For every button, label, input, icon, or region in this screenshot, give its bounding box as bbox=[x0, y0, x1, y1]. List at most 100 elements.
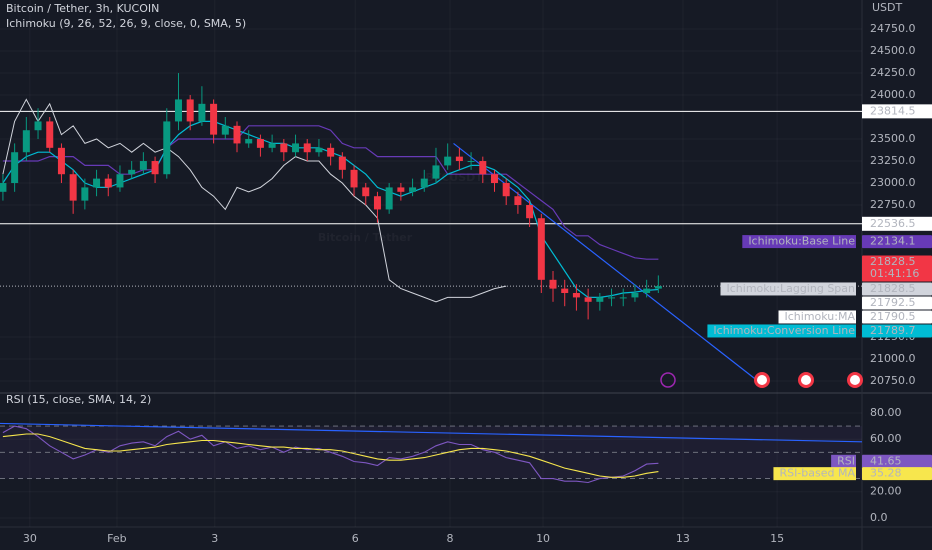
candle-body bbox=[350, 169, 358, 188]
candle-body bbox=[280, 143, 288, 153]
candle-body bbox=[455, 156, 463, 162]
candle-body bbox=[198, 103, 206, 122]
y-tick-label: 23250.0 bbox=[870, 154, 916, 167]
indicator-title: Ichimoku (9, 26, 52, 26, 9, close, 0, SM… bbox=[6, 17, 246, 30]
candle-body bbox=[373, 196, 381, 210]
price-tag bbox=[862, 296, 932, 310]
candle-body bbox=[584, 297, 592, 302]
candle-body bbox=[139, 161, 147, 170]
candle-body bbox=[46, 121, 54, 148]
candle-body bbox=[467, 161, 475, 163]
candle-body bbox=[643, 288, 651, 294]
y-tick-label: 20.00 bbox=[870, 485, 902, 498]
candle-body bbox=[104, 178, 112, 188]
y-tick-label: 20750.0 bbox=[870, 374, 916, 387]
candle-body bbox=[151, 161, 159, 175]
indicator-line bbox=[2, 125, 659, 260]
series-tag-name: RSI bbox=[837, 454, 855, 467]
candle-body bbox=[268, 143, 276, 148]
candle-body bbox=[174, 99, 182, 122]
candle-body bbox=[420, 178, 428, 188]
candle-body bbox=[93, 178, 101, 188]
y-tick-label: 24250.0 bbox=[870, 66, 916, 79]
y-tick-label: 24750.0 bbox=[870, 22, 916, 35]
trend-line bbox=[0, 422, 863, 443]
price-tag bbox=[862, 467, 932, 481]
candle-body bbox=[327, 147, 335, 157]
candle-body bbox=[608, 297, 616, 299]
y-tick-label: 23500.0 bbox=[870, 132, 916, 145]
x-tick-label: 6 bbox=[352, 532, 359, 545]
y-tick-label: 23000.0 bbox=[870, 176, 916, 189]
price-tag-value: 21828.5 bbox=[870, 255, 916, 268]
candle-body bbox=[549, 279, 557, 289]
candle-body bbox=[397, 187, 405, 192]
price-tag bbox=[862, 324, 932, 338]
countdown: 01:41:16 bbox=[870, 267, 919, 280]
price-tag bbox=[862, 454, 932, 468]
series-tag bbox=[742, 235, 856, 249]
candle-body bbox=[631, 293, 639, 298]
candle-body bbox=[654, 286, 662, 289]
candle-body bbox=[245, 139, 253, 144]
price-tag bbox=[862, 310, 932, 324]
price-tag bbox=[862, 282, 932, 296]
x-tick-label: 15 bbox=[770, 532, 784, 545]
candle-body bbox=[81, 187, 89, 201]
candle-body bbox=[514, 196, 522, 206]
watermark-description: Bitcoin / Tether bbox=[318, 231, 413, 244]
series-tag bbox=[778, 310, 856, 324]
candle-body bbox=[561, 288, 569, 294]
y-tick-label: 0.0 bbox=[870, 511, 888, 524]
x-tick-label: 30 bbox=[23, 532, 37, 545]
x-tick-label: 10 bbox=[536, 532, 550, 545]
rsi-line bbox=[2, 425, 659, 484]
candle-body bbox=[233, 125, 241, 144]
candle-body bbox=[303, 143, 311, 153]
candle-body bbox=[572, 293, 580, 298]
candle-body bbox=[526, 205, 534, 219]
price-tag-value: 21789.7 bbox=[870, 324, 916, 337]
candle-body bbox=[479, 161, 487, 175]
candle-body bbox=[116, 174, 124, 188]
y-tick-label: 24000.0 bbox=[870, 88, 916, 101]
candle-body bbox=[502, 183, 510, 197]
candle-body bbox=[432, 165, 440, 179]
series-tag-name: Ichimoku:MA bbox=[785, 310, 856, 323]
candle-body bbox=[69, 174, 77, 201]
series-tag-name: Ichimoku:Lagging Span bbox=[727, 282, 856, 295]
candle-body bbox=[444, 156, 452, 166]
y-tick-label: 24500.0 bbox=[870, 44, 916, 57]
series-tag-name: Ichimoku:Conversion Line bbox=[713, 324, 855, 337]
candle-body bbox=[57, 147, 65, 175]
rsi-title: RSI (15, close, SMA, 14, 2) bbox=[6, 393, 151, 406]
currency: USDT bbox=[872, 1, 903, 14]
candle-body bbox=[619, 297, 627, 299]
price-tag-value: 21790.5 bbox=[870, 310, 916, 323]
chart-title: Bitcoin / Tether, 3h, KUCOIN bbox=[6, 2, 159, 15]
candle-body bbox=[163, 121, 171, 175]
candle-body bbox=[0, 183, 7, 192]
price-tag-value: 21792.5 bbox=[870, 296, 916, 309]
candle-body bbox=[128, 169, 136, 175]
candle-body bbox=[221, 125, 229, 135]
rsi-line bbox=[2, 433, 659, 478]
candle-body bbox=[315, 147, 323, 153]
y-tick-label: 60.00 bbox=[870, 432, 902, 445]
candle-body bbox=[362, 187, 370, 197]
candle-body bbox=[537, 218, 545, 280]
series-tag bbox=[720, 282, 856, 296]
candle-body bbox=[409, 187, 417, 192]
candle-body bbox=[256, 139, 264, 148]
price-tag-label: 23814.5 bbox=[870, 104, 916, 117]
candle-body bbox=[186, 99, 194, 122]
series-tag-name: Ichimoku:Base Line bbox=[748, 235, 855, 248]
y-tick-label: 22750.0 bbox=[870, 198, 916, 211]
price-tag bbox=[862, 104, 932, 119]
candle-body bbox=[385, 187, 393, 210]
candle-body bbox=[338, 156, 346, 170]
indicator-line bbox=[2, 98, 507, 303]
candle-body bbox=[210, 103, 218, 135]
